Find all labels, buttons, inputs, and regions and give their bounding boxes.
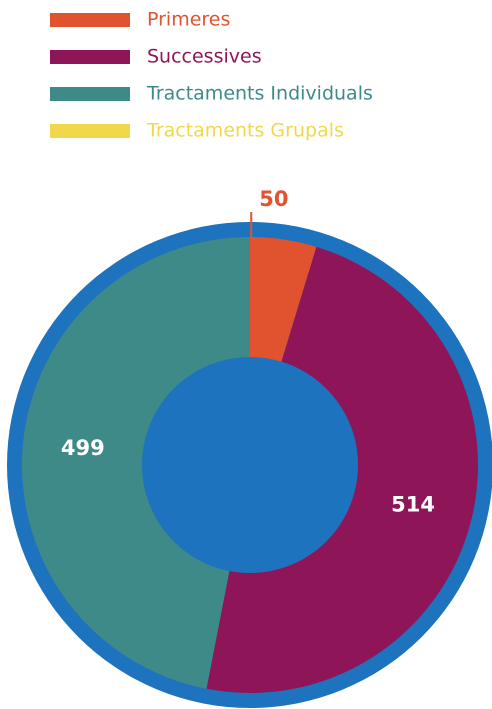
legend-swatch: [50, 13, 130, 27]
legend-swatch: [50, 50, 130, 64]
donut-slice: [206, 246, 478, 693]
legend-label: Tractaments Grupals: [146, 120, 344, 142]
legend-label: Tractaments Individuals: [146, 83, 373, 105]
value-label: 514: [391, 493, 435, 517]
legend-swatch: [50, 87, 130, 101]
donut-slice: [22, 237, 250, 689]
legend-label: Successives: [147, 46, 262, 68]
legend-swatch: [50, 124, 130, 138]
donut-slice: [250, 237, 317, 362]
legend-label: Primeres: [147, 9, 230, 31]
value-label: 499: [61, 436, 105, 460]
value-label: 50: [259, 187, 288, 211]
